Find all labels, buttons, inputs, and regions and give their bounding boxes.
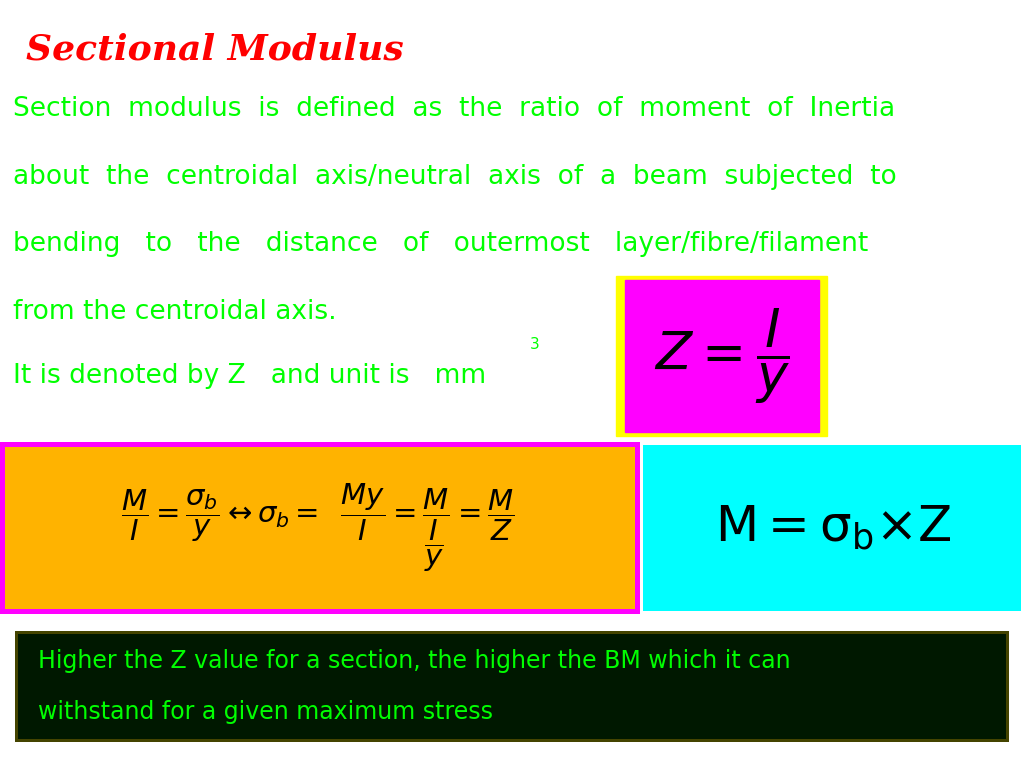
Text: Sectional Modulus: Sectional Modulus — [26, 32, 403, 66]
Text: $Z = \dfrac{I}{y}$: $Z = \dfrac{I}{y}$ — [654, 306, 790, 406]
Text: from the centroidal axis.: from the centroidal axis. — [13, 300, 337, 325]
Text: $\dfrac{M}{I} = \dfrac{\sigma_b}{y} \leftrightarrow \sigma_b = \;\; \dfrac{My}{I: $\dfrac{M}{I} = \dfrac{\sigma_b}{y} \lef… — [121, 482, 514, 574]
Text: $\mathrm{M{=}\sigma_b{\times}Z}$: $\mathrm{M{=}\sigma_b{\times}Z}$ — [716, 504, 951, 552]
Bar — [643, 445, 1021, 611]
Text: It is denoted by Z   and unit is   mm: It is denoted by Z and unit is mm — [13, 363, 486, 389]
Bar — [5, 447, 635, 609]
Text: 3: 3 — [529, 336, 540, 352]
FancyBboxPatch shape — [616, 276, 827, 435]
Bar — [18, 634, 1006, 739]
Text: Section  modulus  is  defined  as  the  ratio  of  moment  of  Inertia: Section modulus is defined as the ratio … — [13, 96, 895, 121]
Text: Higher the Z value for a section, the higher the BM which it can: Higher the Z value for a section, the hi… — [38, 649, 791, 673]
Text: withstand for a given maximum stress: withstand for a given maximum stress — [38, 700, 493, 724]
Text: about  the  centroidal  axis/neutral  axis  of  a  beam  subjected  to: about the centroidal axis/neutral axis o… — [13, 164, 897, 190]
Bar — [0, 442, 640, 614]
Text: bending   to   the   distance   of   outermost   layer/fibre/filament: bending to the distance of outermost lay… — [13, 231, 868, 257]
FancyBboxPatch shape — [625, 280, 819, 432]
